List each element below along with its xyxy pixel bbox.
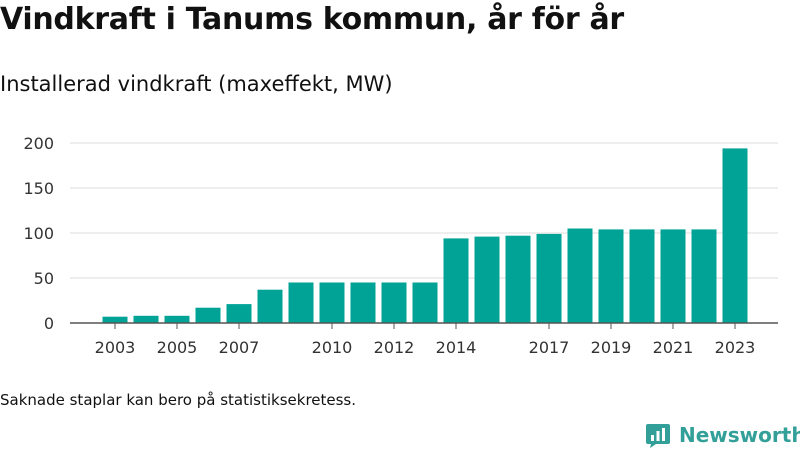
bar-2022 — [691, 229, 717, 323]
y-axis-labels: 0 50 100 150 200 — [23, 134, 54, 333]
bar-2004 — [133, 315, 159, 323]
bar-2009 — [288, 282, 314, 323]
bar-chart: 0 50 100 150 200 2003 2005 2007 2010 2012 2014 201… — [23, 134, 778, 357]
bar-2003 — [102, 316, 128, 323]
footnote: Saknade staplar kan bero på statistiksek… — [0, 391, 357, 409]
bar-2021 — [660, 229, 686, 323]
bar-2007 — [226, 304, 252, 323]
grid-lines — [70, 142, 778, 279]
x-tick-label: 2005 — [157, 338, 198, 357]
chart-bubble-icon — [646, 424, 670, 448]
x-tick-label: 2014 — [436, 338, 477, 357]
brand-name: Newsworthy — [679, 423, 800, 447]
bar-2018 — [567, 228, 593, 323]
brand-logo: Newsworthy — [645, 420, 800, 450]
bar-2023 — [722, 148, 748, 323]
bar-2010 — [319, 282, 345, 323]
x-tick-label: 2007 — [219, 338, 260, 357]
bar-2014 — [443, 238, 469, 323]
bar-2008 — [257, 289, 283, 323]
chart-subtitle: Installerad vindkraft (maxeffekt, MW) — [0, 72, 393, 96]
y-tick-label: 50 — [34, 269, 54, 288]
x-tick-label: 2010 — [312, 338, 353, 357]
bar-2013 — [412, 282, 438, 323]
y-tick-label: 200 — [23, 134, 54, 153]
x-tick-label: 2021 — [653, 338, 694, 357]
bar-2017 — [536, 233, 562, 323]
x-tick-label: 2017 — [529, 338, 570, 357]
x-tick-label: 2023 — [715, 338, 756, 357]
y-tick-label: 150 — [23, 179, 54, 198]
bar-2011 — [350, 282, 376, 323]
bars — [102, 148, 748, 323]
bar-2015 — [474, 236, 500, 323]
y-tick-label: 100 — [23, 224, 54, 243]
bar-2005 — [164, 315, 190, 323]
bar-2006 — [195, 307, 221, 323]
x-axis-ticks: 2003 2005 2007 2010 2012 2014 2017 2019 2021 2023 — [95, 323, 756, 357]
x-tick-label: 2012 — [374, 338, 415, 357]
bar-2020 — [629, 229, 655, 323]
bar-2012 — [381, 282, 407, 323]
bar-2016 — [505, 235, 531, 323]
bar-2019 — [598, 229, 624, 323]
y-tick-label: 0 — [44, 314, 54, 333]
chart-title: Vindkraft i Tanums kommun, år för år — [0, 2, 624, 37]
x-tick-label: 2019 — [591, 338, 632, 357]
x-tick-label: 2003 — [95, 338, 136, 357]
